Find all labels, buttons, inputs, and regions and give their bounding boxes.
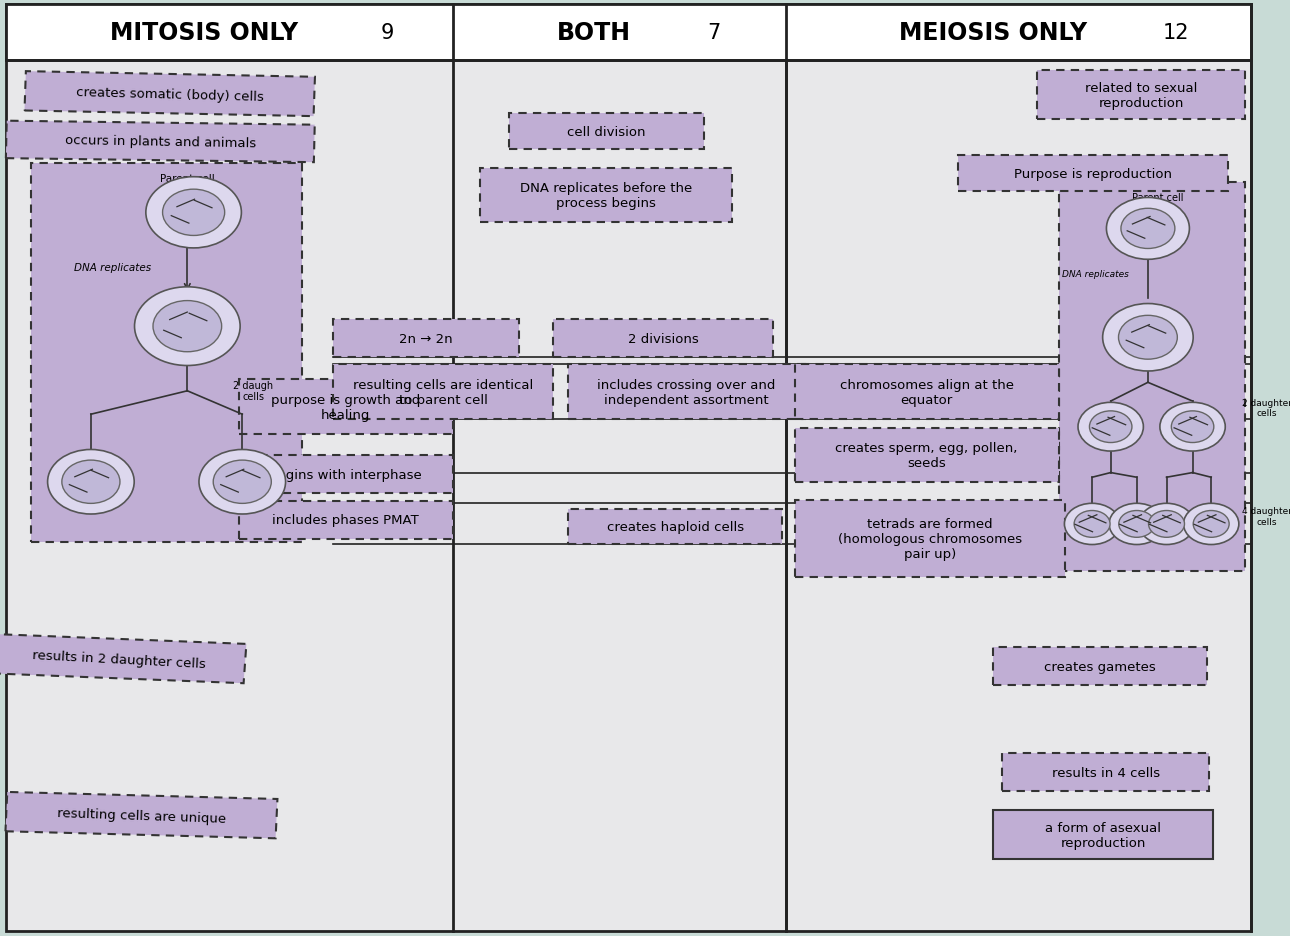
Text: purpose is growth and
healing: purpose is growth and healing xyxy=(271,393,421,421)
Circle shape xyxy=(213,461,271,504)
Text: creates somatic (body) cells: creates somatic (body) cells xyxy=(76,85,263,104)
Bar xyxy=(569,365,805,419)
Bar xyxy=(239,502,453,539)
Circle shape xyxy=(1139,504,1195,545)
Bar xyxy=(795,501,1064,578)
Bar xyxy=(333,365,553,419)
Polygon shape xyxy=(6,122,315,163)
Circle shape xyxy=(48,450,134,515)
Bar xyxy=(553,320,773,358)
Circle shape xyxy=(1107,198,1189,260)
Text: resulting cells are unique: resulting cells are unique xyxy=(57,806,226,825)
Text: a form of asexual
reproduction: a form of asexual reproduction xyxy=(1045,821,1161,849)
Circle shape xyxy=(1103,304,1193,372)
Circle shape xyxy=(1148,511,1184,537)
Text: Parent cell: Parent cell xyxy=(1133,193,1184,203)
Circle shape xyxy=(146,178,241,249)
Bar xyxy=(31,164,302,543)
Text: 9: 9 xyxy=(381,22,393,43)
Text: related to sexual
reproduction: related to sexual reproduction xyxy=(1085,81,1197,110)
Circle shape xyxy=(1078,402,1143,451)
Circle shape xyxy=(1171,412,1214,443)
Text: 2 daugh
cells: 2 daugh cells xyxy=(233,380,273,402)
Circle shape xyxy=(199,450,285,515)
Bar xyxy=(239,380,453,434)
Text: cell division: cell division xyxy=(568,125,646,139)
Text: MEIOSIS ONLY: MEIOSIS ONLY xyxy=(899,21,1087,45)
Text: results in 4 cells: results in 4 cells xyxy=(1051,766,1160,779)
Bar xyxy=(569,509,782,545)
Bar xyxy=(1037,71,1245,120)
Text: creates gametes: creates gametes xyxy=(1044,660,1156,673)
Bar xyxy=(795,429,1059,483)
Bar xyxy=(1002,753,1210,791)
Polygon shape xyxy=(0,635,246,683)
Text: DNA replicates before the
process begins: DNA replicates before the process begins xyxy=(520,182,693,210)
Bar xyxy=(239,456,453,493)
Circle shape xyxy=(1193,511,1229,537)
Circle shape xyxy=(1118,316,1178,359)
Bar xyxy=(993,811,1213,859)
Circle shape xyxy=(163,190,224,236)
Text: occurs in plants and animals: occurs in plants and animals xyxy=(64,134,255,151)
Circle shape xyxy=(62,461,120,504)
Bar xyxy=(958,156,1228,192)
Text: DNA replicates: DNA replicates xyxy=(74,263,151,273)
Polygon shape xyxy=(25,72,315,117)
Text: begins with interphase: begins with interphase xyxy=(270,468,422,481)
Circle shape xyxy=(1121,209,1175,249)
Text: creates sperm, egg, pollen,
seeds: creates sperm, egg, pollen, seeds xyxy=(836,442,1018,470)
Bar xyxy=(795,365,1059,419)
Bar xyxy=(510,114,704,150)
Text: 2n → 2n: 2n → 2n xyxy=(400,332,453,345)
Text: 2 divisions: 2 divisions xyxy=(628,332,699,345)
Text: chromosomes align at the
equator: chromosomes align at the equator xyxy=(840,378,1014,406)
Circle shape xyxy=(1090,412,1131,443)
Circle shape xyxy=(1118,511,1155,537)
Text: resulting cells are identical
to parent cell: resulting cells are identical to parent … xyxy=(353,378,533,406)
Polygon shape xyxy=(5,792,277,839)
Bar xyxy=(1059,183,1245,571)
Text: MITOSIS ONLY: MITOSIS ONLY xyxy=(110,21,298,45)
Text: 7: 7 xyxy=(707,22,720,43)
Bar xyxy=(993,648,1207,685)
Text: 12: 12 xyxy=(1164,22,1189,43)
Text: 2 daughter
cells: 2 daughter cells xyxy=(1242,398,1290,417)
Circle shape xyxy=(1075,511,1111,537)
Text: BOTH: BOTH xyxy=(557,21,631,45)
Text: DNA replicates: DNA replicates xyxy=(1063,270,1129,278)
Bar xyxy=(480,168,731,223)
Circle shape xyxy=(1064,504,1120,545)
Text: Parent cell: Parent cell xyxy=(160,174,214,184)
Bar xyxy=(6,5,1251,61)
Text: results in 2 daughter cells: results in 2 daughter cells xyxy=(32,648,206,670)
Text: creates haploid cells: creates haploid cells xyxy=(606,520,744,534)
Circle shape xyxy=(1109,504,1165,545)
Circle shape xyxy=(1183,504,1238,545)
Circle shape xyxy=(154,301,222,352)
Bar xyxy=(333,320,520,358)
Circle shape xyxy=(1160,402,1226,451)
Text: Purpose is reproduction: Purpose is reproduction xyxy=(1014,168,1173,181)
Text: tetrads are formed
(homologous chromosomes
pair up): tetrads are formed (homologous chromosom… xyxy=(837,518,1022,561)
Text: 4 daughter
cells: 4 daughter cells xyxy=(1242,507,1290,526)
Text: includes crossing over and
independent assortment: includes crossing over and independent a… xyxy=(597,378,775,406)
Text: includes phases PMAT: includes phases PMAT xyxy=(272,514,419,527)
Circle shape xyxy=(134,287,240,366)
